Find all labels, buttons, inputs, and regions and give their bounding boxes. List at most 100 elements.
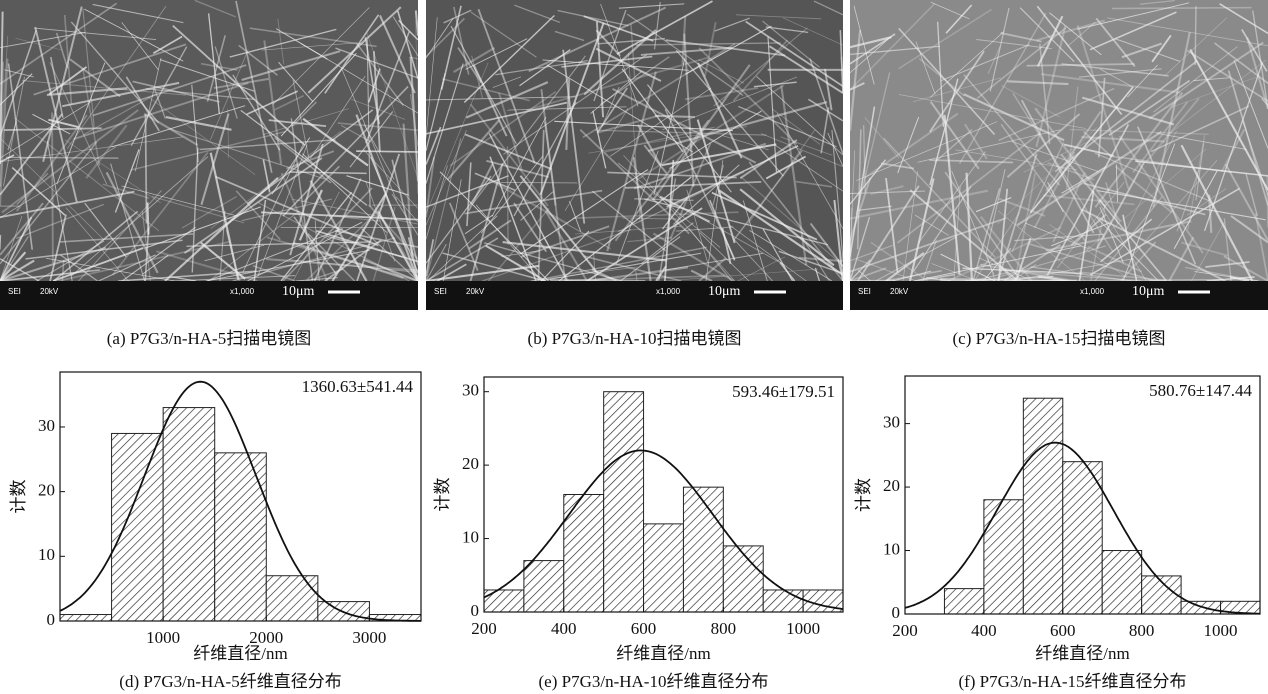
fibre bbox=[266, 258, 419, 272]
fibre bbox=[48, 66, 88, 96]
fibre bbox=[1098, 199, 1168, 282]
fibre bbox=[683, 33, 695, 187]
fibre bbox=[425, 17, 438, 138]
fibre bbox=[132, 80, 220, 103]
fibre bbox=[1118, 135, 1204, 254]
fibre bbox=[498, 92, 523, 171]
fibre bbox=[488, 133, 568, 282]
x-tick-label: 800 bbox=[1129, 621, 1155, 640]
fibre bbox=[1261, 98, 1268, 106]
fibre bbox=[266, 236, 419, 282]
fibre bbox=[1205, 261, 1250, 268]
fibre bbox=[453, 46, 496, 73]
fibre bbox=[242, 142, 305, 273]
fibre bbox=[1246, 37, 1268, 110]
sem-image: SEI 20kV x1,000 10μm bbox=[0, 0, 420, 310]
fibre bbox=[616, 0, 713, 55]
fibre bbox=[669, 110, 762, 169]
fibre bbox=[367, 68, 381, 103]
fibre bbox=[972, 188, 1001, 282]
fibre bbox=[1011, 140, 1100, 173]
fibre bbox=[111, 151, 209, 276]
fibre bbox=[628, 52, 641, 223]
fibre bbox=[275, 28, 328, 60]
fibre bbox=[1105, 182, 1119, 225]
fibre bbox=[929, 78, 959, 186]
fibre bbox=[1035, 25, 1067, 148]
fibre bbox=[191, 84, 199, 163]
fibre bbox=[849, 106, 876, 257]
plot-frame bbox=[59, 371, 422, 622]
fibre bbox=[696, 119, 736, 244]
fibre bbox=[1106, 17, 1268, 47]
fibre bbox=[1099, 207, 1124, 264]
fibre bbox=[501, 182, 578, 184]
fibre bbox=[849, 159, 887, 205]
bar bbox=[603, 391, 645, 613]
fibre bbox=[261, 211, 419, 221]
fibre bbox=[143, 112, 199, 146]
fibre bbox=[837, 258, 844, 282]
fibre bbox=[200, 241, 246, 280]
fibre bbox=[1115, 165, 1173, 214]
fibre bbox=[1096, 217, 1159, 282]
fibre bbox=[943, 114, 961, 275]
fibre bbox=[181, 196, 237, 229]
fibre bbox=[0, 136, 184, 163]
annotation: 1360.63±541.44 bbox=[302, 377, 414, 396]
fibre bbox=[1094, 196, 1163, 282]
fibre bbox=[562, 49, 586, 224]
plot-frame bbox=[483, 376, 844, 613]
fibre bbox=[912, 77, 1001, 103]
fibre bbox=[465, 38, 528, 70]
fibre bbox=[1194, 6, 1197, 66]
fibre bbox=[1223, 218, 1232, 282]
fibre bbox=[561, 55, 653, 68]
fibre bbox=[740, 176, 844, 267]
fibre bbox=[145, 88, 255, 100]
fibre bbox=[1230, 215, 1268, 244]
fibre bbox=[209, 152, 240, 280]
fibre bbox=[56, 62, 106, 185]
fibre bbox=[1108, 79, 1191, 137]
fibre bbox=[280, 191, 353, 282]
fibre bbox=[200, 62, 238, 71]
fibre bbox=[278, 61, 314, 103]
info-bar bbox=[0, 281, 418, 310]
fibre bbox=[1023, 130, 1112, 173]
fibre bbox=[520, 225, 610, 258]
fibre bbox=[425, 138, 462, 282]
chart-caption: (f) P7G3/n-HA-15纤维直径分布 bbox=[958, 672, 1186, 691]
fibre bbox=[544, 210, 588, 282]
fibre bbox=[635, 270, 638, 282]
fibre bbox=[468, 219, 512, 250]
fibre bbox=[1112, 6, 1252, 10]
fibre bbox=[922, 239, 937, 282]
fibre bbox=[213, 77, 269, 90]
plot-frame bbox=[904, 375, 1261, 615]
fibre bbox=[463, 14, 555, 103]
fibre bbox=[443, 9, 472, 24]
fibre bbox=[520, 191, 554, 221]
fibre bbox=[368, 204, 419, 260]
y-tick-label: 20 bbox=[883, 476, 900, 495]
fibre bbox=[849, 150, 856, 259]
fibre bbox=[929, 159, 1014, 164]
fibre bbox=[596, 87, 628, 134]
fibre bbox=[363, 258, 419, 282]
fibre bbox=[1132, 101, 1189, 173]
fibre bbox=[485, 244, 547, 282]
fibre bbox=[855, 72, 891, 215]
fibre bbox=[365, 180, 396, 262]
fibre bbox=[206, 35, 226, 102]
fibre bbox=[1083, 182, 1206, 216]
fibre bbox=[280, 52, 357, 137]
fibre bbox=[666, 145, 799, 208]
fibre bbox=[987, 46, 1001, 74]
fibre bbox=[46, 257, 175, 282]
fibre bbox=[82, 8, 95, 128]
fibre bbox=[849, 36, 891, 74]
fibre bbox=[425, 17, 454, 59]
fibre bbox=[848, 30, 862, 131]
fibre bbox=[714, 17, 750, 32]
